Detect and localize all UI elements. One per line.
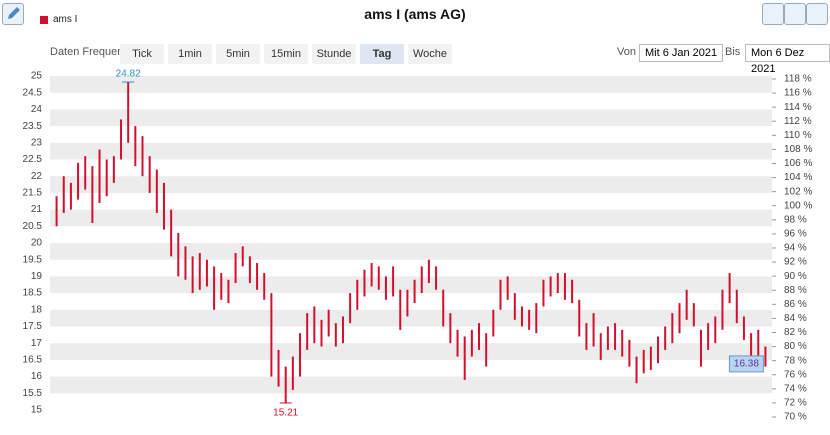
grid-band [50, 76, 772, 93]
y-tick-label: 18.5 [23, 288, 43, 299]
y2-tick-label: 112 % [784, 116, 812, 127]
y-tick-label: 21.5 [23, 188, 43, 199]
y-tick-label: 20 [31, 238, 43, 249]
y-tick-label: 23.5 [23, 121, 43, 132]
y2-tick-label: 116 % [784, 88, 812, 99]
y-tick-label: 17 [31, 338, 43, 349]
y2-tick-label: 98 % [784, 214, 807, 225]
edit-button[interactable] [2, 3, 24, 25]
y2-tick-label: 102 % [784, 186, 812, 197]
y2-tick-label: 118 % [784, 74, 812, 85]
y-tick-label: 19 [31, 271, 43, 282]
grid-band [50, 309, 772, 327]
y2-tick-label: 96 % [784, 229, 807, 240]
y-tick-label: 22.5 [23, 154, 43, 165]
y-tick-label: 16 [31, 371, 43, 382]
y2-tick-label: 106 % [784, 158, 812, 169]
y-tick-label: 20.5 [23, 221, 43, 232]
last-price-box [728, 355, 764, 373]
y2-tick-label: 100 % [784, 200, 812, 211]
grid-band [50, 109, 772, 127]
from-label: Von [617, 46, 636, 58]
grid-band [50, 376, 772, 394]
frequency-label: Daten Frequenz [50, 46, 129, 58]
pencil-icon [8, 7, 20, 19]
y2-tick-label: 88 % [784, 285, 807, 296]
y-tick-label: 16.5 [23, 355, 43, 366]
y-tick-label: 15 [31, 405, 43, 416]
freq-button[interactable]: Tick [120, 44, 164, 64]
to-date[interactable]: Mon 6 Dez 2021 [745, 44, 830, 75]
y2-tick-label: 94 % [784, 243, 807, 254]
to-label: Bis [725, 46, 741, 58]
y-tick-label: 17.5 [23, 321, 43, 332]
freq-button[interactable]: 15min [264, 44, 308, 64]
y-tick-label: 19.5 [23, 254, 43, 265]
y-tick-label: 18 [31, 304, 43, 315]
y-tick-label: 22 [31, 171, 43, 182]
grid-band [50, 343, 772, 360]
from-date[interactable]: Mit 6 Jan 2021 [639, 44, 724, 62]
y2-tick-label: 110 % [784, 130, 812, 141]
freq-button[interactable]: 5min [216, 44, 260, 64]
grid-band [50, 243, 772, 260]
y-tick-label: 24 [31, 104, 43, 115]
y2-tick-label: 86 % [784, 299, 807, 310]
export-button[interactable] [762, 3, 784, 25]
freq-button[interactable]: Tag [360, 44, 404, 64]
freq-button[interactable]: 1min [168, 44, 212, 64]
zoom-button[interactable] [806, 3, 828, 25]
freq-button[interactable]: Woche [408, 44, 452, 64]
grid-band [50, 142, 772, 160]
legend-swatch [40, 16, 48, 24]
grid-band [50, 176, 772, 193]
freq-button[interactable]: Stunde [312, 44, 356, 64]
y-tick-label: 25 [31, 71, 43, 82]
y-tick-label: 24.5 [23, 87, 43, 98]
y2-tick-label: 80 % [784, 341, 807, 352]
y2-tick-label: 74 % [784, 383, 807, 394]
y2-tick-label: 114 % [784, 102, 812, 113]
y2-tick-label: 104 % [784, 172, 812, 183]
grid-band [50, 276, 772, 294]
grid-band [50, 209, 772, 227]
y2-tick-label: 76 % [784, 369, 807, 380]
extreme-label: 24.82 [116, 69, 141, 80]
y2-tick-label: 90 % [784, 271, 807, 282]
y2-tick-label: 82 % [784, 327, 807, 338]
chart-title: ams I (ams AG) [364, 6, 466, 22]
y2-tick-label: 84 % [784, 313, 807, 324]
y2-tick-label: 92 % [784, 257, 807, 268]
y-tick-label: 21 [31, 204, 43, 215]
y2-tick-label: 72 % [784, 398, 807, 409]
legend-entry[interactable]: ams I [53, 14, 78, 25]
y2-tick-label: 78 % [784, 355, 807, 366]
y-tick-label: 15.5 [23, 388, 43, 399]
extreme-label: 15.21 [273, 408, 298, 419]
y2-tick-label: 108 % [784, 144, 812, 155]
download-button[interactable] [784, 3, 806, 25]
y2-tick-label: 70 % [784, 412, 807, 423]
y-tick-label: 23 [31, 137, 43, 148]
last-price-label: 16.38 [734, 359, 759, 370]
